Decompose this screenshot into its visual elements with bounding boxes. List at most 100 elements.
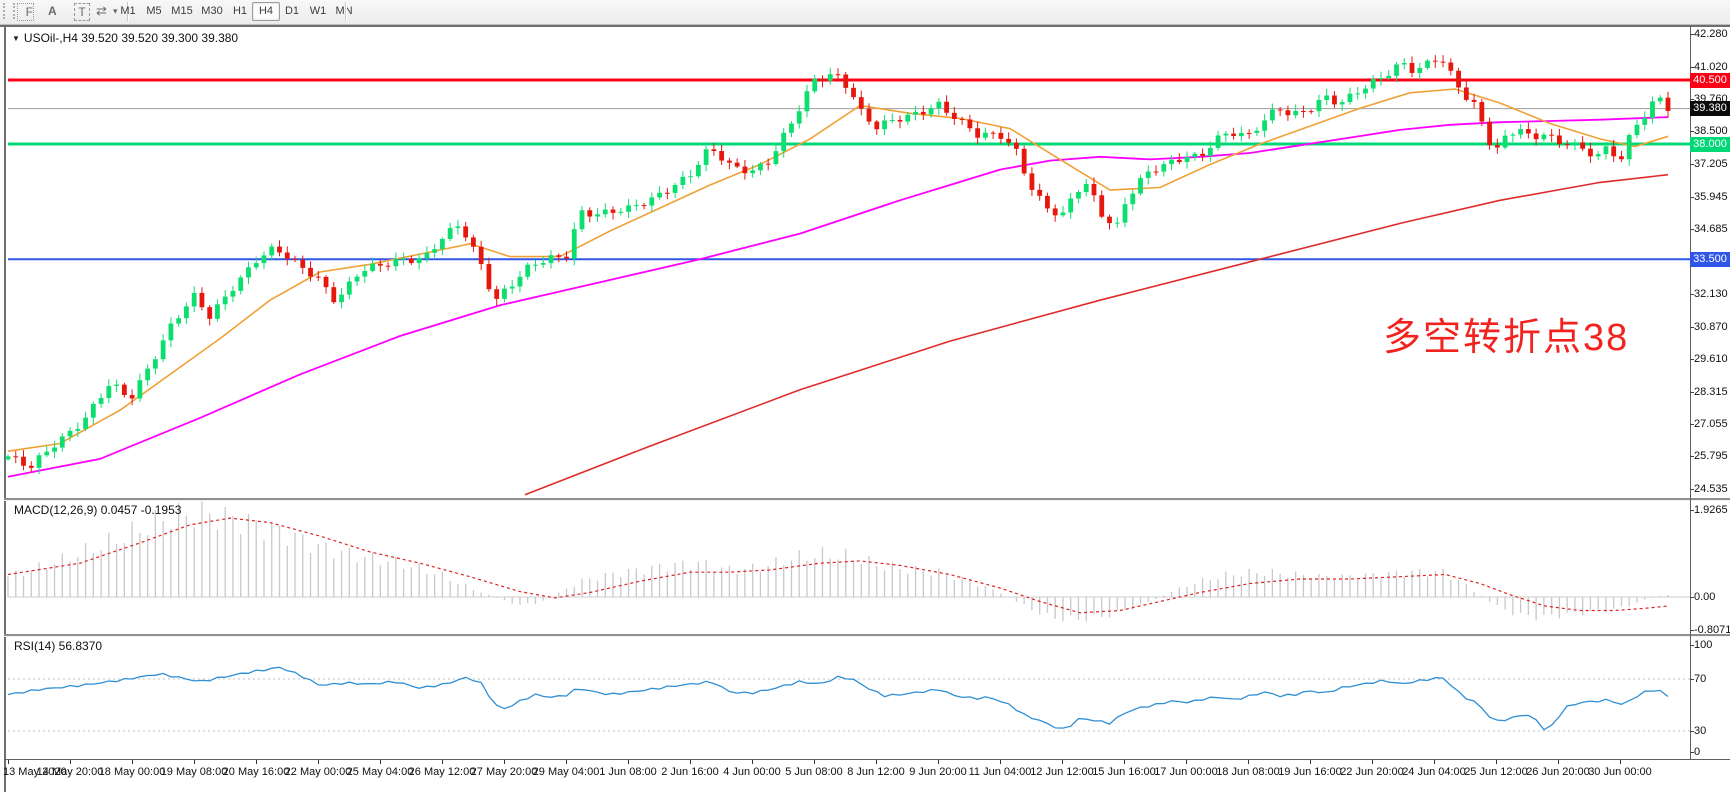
time-label: 22 Jun 20:00 <box>1340 766 1404 778</box>
rsi-indicator-chart[interactable] <box>0 637 1730 759</box>
price-tickmark <box>1690 391 1694 393</box>
time-tickmark <box>70 760 71 764</box>
time-label: 18 May 00:00 <box>98 766 166 778</box>
price-tick-24.535: 24.535 <box>1694 482 1728 495</box>
price-tickmark <box>1690 424 1694 426</box>
price-tickmark <box>1690 34 1694 36</box>
time-label: 26 May 12:00 <box>408 766 476 778</box>
timeframe-button-M1[interactable]: M1 <box>120 5 136 17</box>
price-marker-40.500: 40.500 <box>1690 72 1730 88</box>
time-label: 19 Jun 16:00 <box>1278 766 1342 778</box>
top-toolbar: F A T ⇄ ▾ M1 M5 M15 M30 H1 H4 D1 W1 MN <box>0 0 1730 24</box>
panel-splitter[interactable] <box>4 634 1730 637</box>
timeframe-button-H1[interactable]: H1 <box>232 5 248 17</box>
macd-signal-line <box>7 517 1669 614</box>
time-label: 29 May 04:00 <box>532 766 600 778</box>
price-tickmark <box>1690 164 1694 166</box>
window-frame-top <box>0 24 1730 27</box>
time-tickmark <box>1186 760 1187 764</box>
price-tick-27.055: 27.055 <box>1694 418 1728 431</box>
symbol-dropdown-icon[interactable]: ▼ <box>12 34 20 43</box>
dropdown-caret-icon[interactable]: ▾ <box>113 6 118 16</box>
time-label: 4 Jun 00:00 <box>723 766 781 778</box>
rsi-tick-70: 70 <box>1694 673 1707 685</box>
price-tick-35.945: 35.945 <box>1694 190 1728 203</box>
price-tickmark <box>1690 98 1694 100</box>
macd-tickmark <box>1690 510 1694 512</box>
panel-splitter[interactable] <box>4 498 1730 501</box>
macd-indicator-chart[interactable] <box>0 501 1730 634</box>
time-tickmark <box>380 760 381 764</box>
price-tickmark <box>1690 131 1694 133</box>
price-tick-34.685: 34.685 <box>1694 222 1728 235</box>
timeframe-button-MN[interactable]: MN <box>335 5 353 17</box>
time-axis-border <box>4 759 1730 760</box>
macd-tickmark <box>1690 597 1694 598</box>
time-tickmark <box>1124 760 1125 764</box>
time-label: 26 Jun 20:00 <box>1526 766 1590 778</box>
rsi-line <box>7 666 1669 731</box>
time-tickmark <box>1000 760 1001 764</box>
price-tickmark <box>1690 228 1694 230</box>
indicator-frame-icon[interactable]: F <box>17 3 34 21</box>
macd-label: MACD(12,26,9) 0.0457 -0.1953 <box>14 503 182 517</box>
time-tickmark <box>1248 760 1249 764</box>
price-tickmark <box>1690 488 1694 490</box>
price-tickmark <box>1690 196 1694 198</box>
time-label: 22 May 00:00 <box>284 766 352 778</box>
price-tick-25.795: 25.795 <box>1694 450 1728 463</box>
price-marker-39.380: 39.380 <box>1690 101 1730 117</box>
chart-text-annotation: 多空转折点38 <box>1383 317 1630 359</box>
price-tickmark <box>1690 294 1694 296</box>
time-tickmark <box>1434 760 1435 764</box>
text-label-icon[interactable]: T <box>74 3 90 21</box>
rsi-tick-30: 30 <box>1694 725 1707 737</box>
time-label: 30 Jun 00:00 <box>1588 766 1652 778</box>
time-label: 1 Jun 08:00 <box>599 766 657 778</box>
time-tickmark <box>566 760 567 764</box>
time-label: 5 Jun 08:00 <box>785 766 843 778</box>
price-tick-42.280: 42.280 <box>1694 28 1728 41</box>
macd-tick-1.9265: 1.9265 <box>1694 504 1728 517</box>
toolbar-grip-icon[interactable] <box>3 3 15 19</box>
time-label: 8 Jun 12:00 <box>847 766 905 778</box>
candlestick-series <box>5 55 1671 475</box>
time-tickmark <box>1310 760 1311 764</box>
time-label: 25 May 04:00 <box>346 766 414 778</box>
time-tickmark <box>132 760 133 764</box>
timeframe-button-D1[interactable]: D1 <box>284 5 300 17</box>
time-label: 15 Jun 16:00 <box>1092 766 1156 778</box>
time-label: 9 Jun 20:00 <box>909 766 967 778</box>
time-tickmark <box>876 760 877 764</box>
price-tickmark <box>1690 66 1694 68</box>
price-tick-37.205: 37.205 <box>1694 158 1728 171</box>
timeframe-button-M15[interactable]: M15 <box>171 5 193 17</box>
toolbar-separator <box>345 2 347 21</box>
symbol-period-label: USOil-,H4 <box>23 31 78 45</box>
rsi-tickmark <box>1690 731 1694 732</box>
cycle-arrows-icon[interactable]: ⇄ <box>96 3 107 18</box>
time-tickmark <box>442 760 443 764</box>
macd-tick--0.8071: -0.8071 <box>1694 624 1730 636</box>
toolbar-separator <box>127 2 129 21</box>
time-tickmark <box>814 760 815 764</box>
time-tickmark <box>752 760 753 764</box>
time-tickmark <box>256 760 257 764</box>
text-annotation-icon[interactable]: A <box>48 4 57 18</box>
time-label: 2 Jun 16:00 <box>661 766 719 778</box>
timeframe-button-M30[interactable]: M30 <box>201 5 223 17</box>
time-tickmark <box>8 760 9 764</box>
rsi-tickmark <box>1690 679 1694 680</box>
timeframe-button-M5[interactable]: M5 <box>146 5 162 17</box>
rsi-tick-0: 0 <box>1694 746 1701 758</box>
timeframe-button-W1[interactable]: W1 <box>309 5 327 17</box>
time-label: 25 Jun 12:00 <box>1464 766 1528 778</box>
price-tick-30.870: 30.870 <box>1694 320 1728 333</box>
ma-mid-line <box>7 116 1669 478</box>
time-label: 20 May 16:00 <box>222 766 290 778</box>
main-price-chart[interactable] <box>0 26 1730 498</box>
macd-histogram <box>7 501 1669 622</box>
time-label: 19 May 08:00 <box>160 766 228 778</box>
time-tickmark <box>1558 760 1559 764</box>
timeframe-button-H4[interactable]: H4 <box>252 2 280 21</box>
